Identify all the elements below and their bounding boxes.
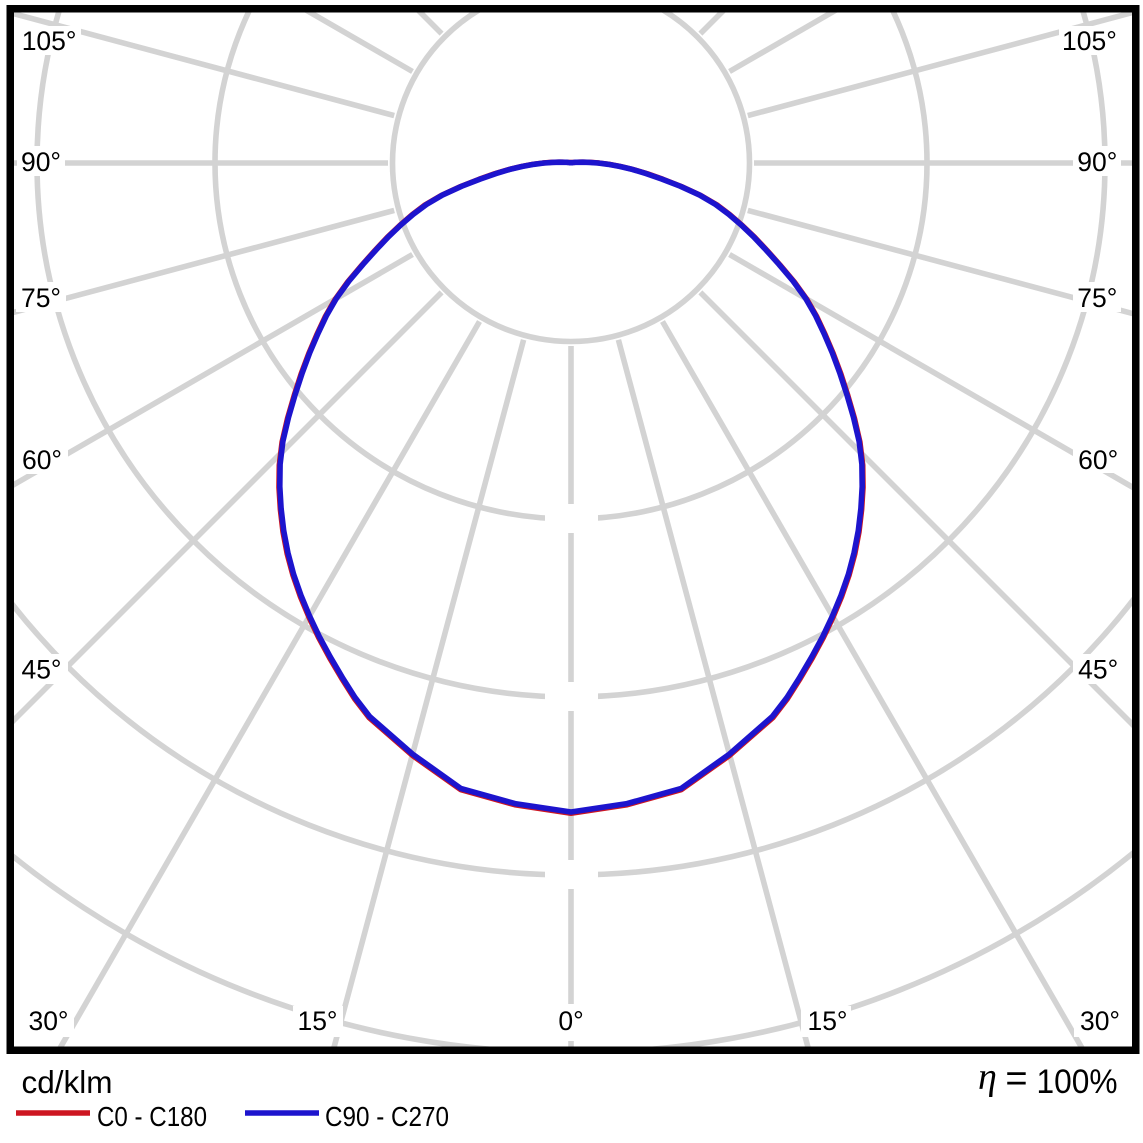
svg-text:105°: 105° (1062, 26, 1117, 56)
svg-text:45°: 45° (1078, 655, 1118, 685)
svg-text:105°: 105° (22, 26, 77, 56)
svg-text:15°: 15° (807, 1006, 847, 1036)
svg-text:90°: 90° (1077, 147, 1117, 177)
svg-text:30°: 30° (1080, 1006, 1120, 1036)
svg-text:60°: 60° (1078, 445, 1118, 475)
svg-text:100%: 100% (1037, 1063, 1118, 1101)
svg-text:90°: 90° (21, 147, 61, 177)
svg-text:=: = (1005, 1058, 1027, 1100)
svg-text:75°: 75° (1077, 283, 1117, 313)
svg-text:60°: 60° (22, 445, 62, 475)
svg-text:η: η (978, 1056, 997, 1098)
svg-text:75°: 75° (21, 283, 61, 313)
svg-text:0°: 0° (558, 1006, 583, 1036)
svg-text:cd/klm: cd/klm (22, 1064, 113, 1100)
svg-text:C90 - C270: C90 - C270 (325, 1101, 449, 1132)
svg-text:15°: 15° (297, 1006, 337, 1036)
svg-text:45°: 45° (21, 655, 61, 685)
svg-text:C0 - C180: C0 - C180 (97, 1101, 207, 1132)
svg-text:30°: 30° (28, 1006, 68, 1036)
